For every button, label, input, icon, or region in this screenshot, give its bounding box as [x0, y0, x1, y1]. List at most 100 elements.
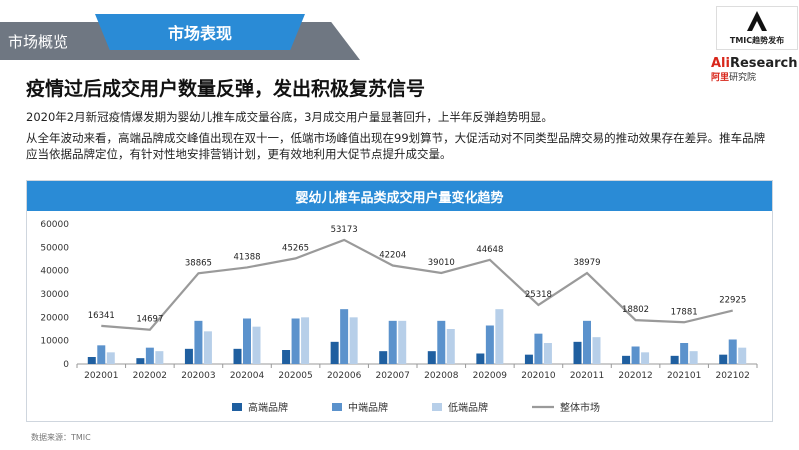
y-tick-label: 60000	[40, 220, 69, 230]
bar-低端品牌-202010	[543, 343, 552, 364]
x-tick-label: 202011	[570, 371, 604, 381]
y-tick-label: 0	[63, 360, 69, 370]
y-tick-label: 40000	[40, 267, 69, 277]
bar-高端品牌-202009	[476, 353, 485, 364]
bar-中端品牌-202012	[631, 346, 640, 364]
bar-低端品牌-202102	[738, 347, 747, 364]
x-tick-label: 202101	[667, 371, 701, 381]
bar-中端品牌-202003	[194, 320, 203, 364]
data-label: 38865	[185, 258, 212, 268]
legend-label: 中端品牌	[348, 401, 388, 414]
data-label: 44648	[476, 245, 503, 255]
section-label: 市场概览	[8, 33, 69, 51]
bar-中端品牌-202004	[243, 318, 251, 364]
y-tick-label: 30000	[40, 290, 69, 300]
bar-低端品牌-202011	[592, 337, 601, 364]
x-tick-label: 202008	[424, 371, 459, 381]
x-tick-label: 202102	[716, 371, 750, 381]
tmic-logo-text: TMIC趋势发布	[729, 36, 785, 45]
bar-高端品牌-202102	[719, 354, 728, 364]
paragraph-2: 从全年波动来看，高端品牌成交峰值出现在双十一，低端市场峰值出现在99划算节，大促…	[26, 131, 766, 161]
y-tick-label: 20000	[40, 313, 69, 323]
bar-低端品牌-202002	[155, 351, 164, 364]
bar-中端品牌-202006	[340, 309, 349, 364]
legend-swatch	[332, 403, 342, 411]
bar-高端品牌-202003	[184, 348, 193, 364]
bar-中端品牌-202101	[680, 343, 689, 364]
bar-中端品牌-202102	[728, 339, 737, 364]
bar-低端品牌-202008	[446, 329, 455, 364]
ali-research-logo: AliResearch 阿里研究院	[711, 56, 799, 84]
y-tick-label: 50000	[40, 243, 69, 253]
headline: 疫情过后成交用户数量反弹，发出积极复苏信号	[26, 78, 426, 100]
x-tick-label: 202006	[327, 371, 362, 381]
bar-低端品牌-202009	[495, 309, 504, 364]
tmic-logo-icon	[747, 11, 767, 31]
data-label: 18802	[622, 305, 649, 315]
bar-中端品牌-202002	[145, 347, 154, 364]
legend-swatch	[432, 403, 442, 411]
research-cn-text: 研究院	[729, 73, 757, 83]
chart-panel: 婴幼儿推车品类成交用户量变化趋势 0 10000 20000 30000 40000 50…	[26, 180, 773, 422]
data-label: 16341	[88, 311, 115, 321]
bar-高端品牌-202101	[670, 355, 679, 364]
bar-低端品牌-202007	[398, 320, 407, 364]
bar-中端品牌-202011	[583, 320, 591, 364]
data-label: 38979	[573, 258, 600, 268]
x-tick-label: 202009	[473, 371, 508, 381]
x-tick-label: 202005	[278, 371, 312, 381]
legend-swatch	[232, 403, 242, 411]
chart-title: 婴幼儿推车品类成交用户量变化趋势	[27, 181, 772, 211]
x-tick-label: 202012	[618, 371, 652, 381]
data-source: 数据来源：TMIC	[31, 433, 91, 442]
paragraph-1: 2020年2月新冠疫情爆发期为婴幼儿推车成交量谷底，3月成交用户量显著回升，上半…	[26, 110, 553, 124]
data-label: 22925	[719, 296, 746, 306]
bar-高端品牌-202010	[524, 354, 533, 364]
bar-高端品牌-202005	[282, 350, 291, 364]
y-tick-label: 10000	[40, 337, 69, 347]
bar-低端品牌-202003	[203, 331, 212, 364]
data-label: 41388	[233, 252, 260, 262]
ali-text: Ali	[711, 56, 730, 71]
data-label: 25318	[525, 290, 552, 300]
bar-高端品牌-202011	[573, 341, 582, 364]
x-tick-label: 202003	[181, 371, 215, 381]
bar-高端品牌-202002	[136, 358, 145, 364]
bar-中端品牌-202008	[437, 320, 446, 364]
line-整体市场	[101, 238, 733, 331]
legend-label: 低端品牌	[448, 401, 488, 414]
x-tick-label: 202007	[376, 371, 410, 381]
x-tick-label: 202010	[521, 371, 556, 381]
bar-中端品牌-202005	[291, 318, 300, 364]
data-label: 39010	[428, 258, 455, 268]
bar-低端品牌-202001	[106, 352, 115, 364]
bar-中端品牌-202010	[534, 333, 543, 364]
legend-label: 高端品牌	[248, 401, 288, 414]
bar-中端品牌-202009	[485, 325, 494, 364]
bar-高端品牌-202004	[233, 348, 242, 364]
bar-低端品牌-202101	[689, 351, 698, 364]
bar-中端品牌-202007	[388, 320, 397, 364]
data-label: 42204	[379, 251, 406, 261]
bar-高端品牌-202012	[622, 355, 631, 364]
tab-market-performance[interactable]: 市场表现	[95, 14, 305, 50]
bar-低端品牌-202006	[349, 317, 358, 364]
ali-cn-text: 阿里	[711, 73, 730, 83]
bar-低端品牌-202005	[301, 317, 310, 364]
data-label: 14697	[136, 315, 163, 325]
bar-高端品牌-202006	[330, 341, 339, 364]
bar-高端品牌-202007	[379, 351, 388, 364]
research-text: Research	[729, 56, 798, 71]
bar-中端品牌-202001	[97, 345, 106, 364]
bar-低端品牌-202004	[252, 326, 261, 364]
trend-chart: 0 10000 20000 30000 40000 50000 60000 202001 202…	[40, 220, 758, 414]
data-label: 53173	[331, 225, 358, 235]
x-tick-label: 202001	[84, 371, 118, 381]
x-tick-label: 202004	[230, 371, 265, 381]
x-tick-label: 202002	[133, 371, 167, 381]
data-label: 45265	[282, 243, 309, 253]
bar-高端品牌-202008	[427, 351, 436, 364]
bar-高端品牌-202001	[87, 357, 96, 364]
tmic-logo: TMIC趋势发布	[716, 6, 798, 50]
legend-label: 整体市场	[560, 401, 600, 414]
